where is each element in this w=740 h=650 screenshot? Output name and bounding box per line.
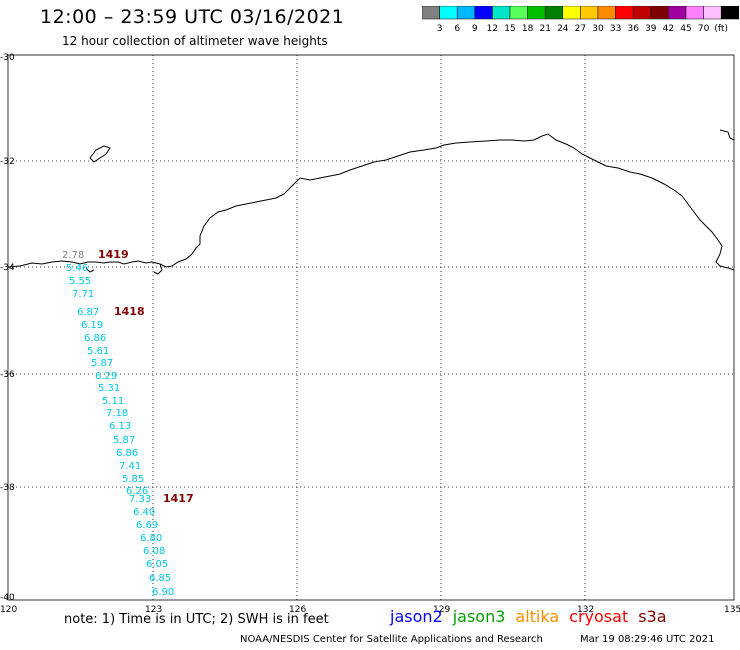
wave-height-label: 6.29: [95, 371, 117, 382]
generated-timestamp: Mar 19 08:29:46 UTC 2021: [580, 634, 715, 645]
colorbar-swatch: [720, 6, 740, 20]
wave-height-label: 5.11: [102, 396, 124, 407]
wave-height-label: 6.05: [146, 559, 168, 570]
wave-height-label: 6.80: [140, 533, 162, 544]
colorbar-swatch: [580, 6, 599, 20]
credit-line: NOAA/NESDIS Center for Satellite Applica…: [240, 634, 543, 645]
wave-height-label: 6.26: [126, 486, 148, 497]
colorbar-swatch: [492, 6, 511, 20]
wave-height-label: 5.85: [122, 474, 144, 485]
wave-height-label: 7.71: [72, 289, 94, 300]
wave-height-label: 5.87: [91, 358, 113, 369]
satellite-legend: jason2 jason3 altika cryosat s3a: [390, 607, 677, 626]
colorbar-label: 27: [575, 24, 586, 34]
colorbar-label: 21: [539, 24, 550, 34]
colorbar-swatch: [509, 6, 528, 20]
colorbar-label: 30: [592, 24, 604, 34]
colorbar-label: 15: [504, 24, 515, 34]
wave-height-label: 7.41: [119, 461, 141, 472]
wave-height-label: 6.85: [149, 573, 171, 584]
colorbar-label: 42: [663, 24, 674, 34]
colorbar-label: 33: [610, 24, 621, 34]
graticule: [8, 55, 734, 600]
colorbar-swatch: [650, 6, 669, 20]
wave-height-label: 6.86: [84, 333, 106, 344]
colorbar-label: 3: [437, 24, 443, 34]
wave-height-label: 5.31: [98, 383, 120, 394]
colorbar-swatch: [562, 6, 581, 20]
colorbar: 3 6 9 12 15 18 21 24 27 30 33 36 39 42 45 70 (ft): [422, 6, 740, 34]
coastline-south-australia: [7, 133, 735, 271]
wave-height-label: 6.40: [133, 507, 155, 518]
colorbar-label: 18: [522, 24, 534, 34]
coastline-east-islet: [719, 129, 735, 141]
coastline-sw-islet: [85, 267, 95, 273]
colorbar-label: 36: [627, 24, 639, 34]
colorbar-label: 45: [680, 24, 691, 34]
colorbar-swatch: [422, 6, 440, 20]
pass-time-label: 1418: [114, 305, 145, 318]
legend-jason2: jason2: [390, 607, 443, 626]
colorbar-swatch: [668, 6, 687, 20]
colorbar-swatch: [632, 6, 652, 20]
colorbar-swatch: [456, 6, 476, 20]
wave-height-label: 6.13: [109, 421, 131, 432]
colorbar-swatch: [527, 6, 546, 20]
wave-height-label: 5.61: [87, 346, 109, 357]
wave-height-label: 5.55: [69, 276, 91, 287]
colorbar-label: 6: [454, 24, 460, 34]
wave-height-label: 6.08: [143, 546, 165, 557]
colorbar-swatch: [597, 6, 616, 20]
pass-time-label: 1417: [163, 492, 194, 505]
colorbar-label: 9: [472, 24, 478, 34]
legend-s3a: s3a: [638, 607, 667, 626]
altimeter-track: 2.785.465.557.716.876.196.865.615.876.29…: [62, 248, 194, 598]
legend-altika: altika: [515, 607, 560, 626]
colorbar-swatch: [615, 6, 634, 20]
colorbar-swatch: [439, 6, 458, 20]
colorbar-swatch: [703, 6, 722, 20]
colorbar-label: (ft): [714, 24, 728, 34]
colorbar-label: 39: [645, 24, 657, 34]
colorbar-label: 70: [698, 24, 710, 34]
map-frame: [7, 54, 735, 601]
coastline-island: [89, 145, 111, 163]
colorbar-swatch: [474, 6, 493, 20]
page-title: 12:00 – 23:59 UTC 03/16/2021: [40, 6, 345, 28]
colorbar-label: 12: [487, 24, 498, 34]
pass-time-label: 1419: [98, 248, 129, 261]
coastline: [7, 129, 735, 275]
wave-height-label: 5.87: [113, 435, 135, 446]
page-subtitle: 12 hour collection of altimeter wave hei…: [62, 34, 328, 48]
wave-height-label: 6.90: [152, 587, 174, 598]
legend-cryosat: cryosat: [569, 607, 629, 626]
wave-height-label: 2.78: [62, 250, 84, 261]
wave-height-label: 6.86: [116, 448, 138, 459]
wave-height-label: 6.87: [77, 307, 99, 318]
wave-height-label: 6.19: [81, 320, 103, 331]
colorbar-swatch: [544, 6, 564, 20]
wave-height-label: 6.69: [136, 520, 158, 531]
wave-height-label: 5.46: [66, 263, 88, 274]
coastline-bay: [153, 263, 163, 275]
wave-height-label: 7.18: [106, 408, 128, 419]
footnote: note: 1) Time is in UTC; 2) SWH is in fe…: [64, 612, 329, 627]
colorbar-swatch: [685, 6, 704, 20]
legend-jason3: jason3: [452, 607, 506, 626]
wave-height-label: 7.33: [129, 494, 151, 505]
colorbar-label: 24: [557, 24, 569, 34]
